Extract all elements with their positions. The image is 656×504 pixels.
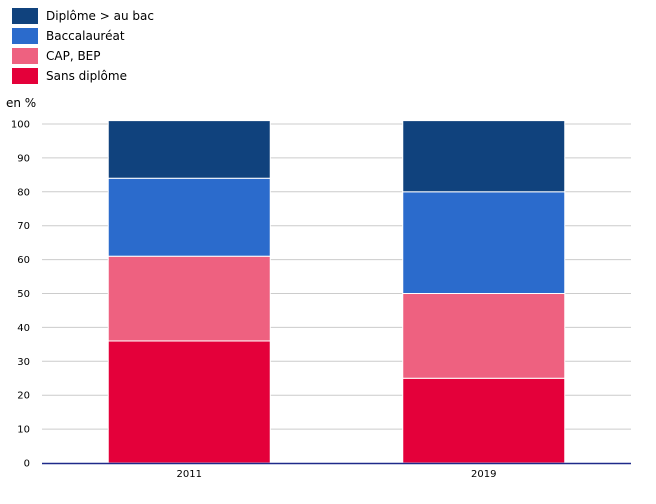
x-tick-label: 2011: [177, 469, 202, 480]
x-tick-label: 2019: [471, 469, 496, 480]
y-tick-label: 90: [17, 153, 30, 164]
y-tick-label: 40: [17, 323, 30, 334]
legend-item-baccalaureat: Baccalauréat: [12, 26, 154, 46]
legend-label: Baccalauréat: [46, 29, 125, 43]
legend-swatch: [12, 48, 38, 64]
legend-item-sans-diplome: Sans diplôme: [12, 66, 154, 86]
bar-diplome-au-bac-2019: [402, 120, 566, 193]
bar-cap-bep-2019: [402, 293, 566, 379]
bar-sans-diplome-2019: [402, 377, 566, 464]
legend-item-cap-bep: CAP, BEP: [12, 46, 154, 66]
y-tick-label: 70: [17, 221, 30, 232]
legend-label: Sans diplôme: [46, 69, 127, 83]
legend-swatch: [12, 68, 38, 84]
legend: Diplôme > au bac Baccalauréat CAP, BEP Sans…: [12, 6, 154, 86]
legend-label: Diplôme > au bac: [46, 9, 154, 23]
legend-swatch: [12, 28, 38, 44]
bar-diplome-au-bac-2011: [107, 120, 271, 179]
y-tick-label: 100: [11, 120, 30, 131]
bar-sans-diplome-2011: [107, 340, 271, 464]
x-axis-ticks: 2011 2019: [177, 469, 497, 480]
y-tick-label: 30: [17, 357, 30, 368]
y-tick-label: 10: [17, 425, 30, 436]
y-tick-label: 60: [17, 255, 30, 266]
bars: [107, 120, 566, 464]
bar-baccalaureat-2011: [107, 177, 271, 257]
y-axis-ticks: 0 10 20 30 40 50 60 70 80 90 100: [11, 120, 30, 470]
y-unit-label: en %: [6, 96, 36, 110]
legend-swatch: [12, 8, 38, 24]
legend-label: CAP, BEP: [46, 49, 101, 63]
bar-baccalaureat-2019: [402, 191, 566, 294]
y-tick-label: 0: [24, 459, 30, 470]
legend-item-diplome-au-bac: Diplôme > au bac: [12, 6, 154, 26]
bar-cap-bep-2011: [107, 255, 271, 342]
y-tick-label: 50: [17, 289, 30, 300]
y-tick-label: 20: [17, 391, 30, 402]
y-tick-label: 80: [17, 187, 30, 198]
